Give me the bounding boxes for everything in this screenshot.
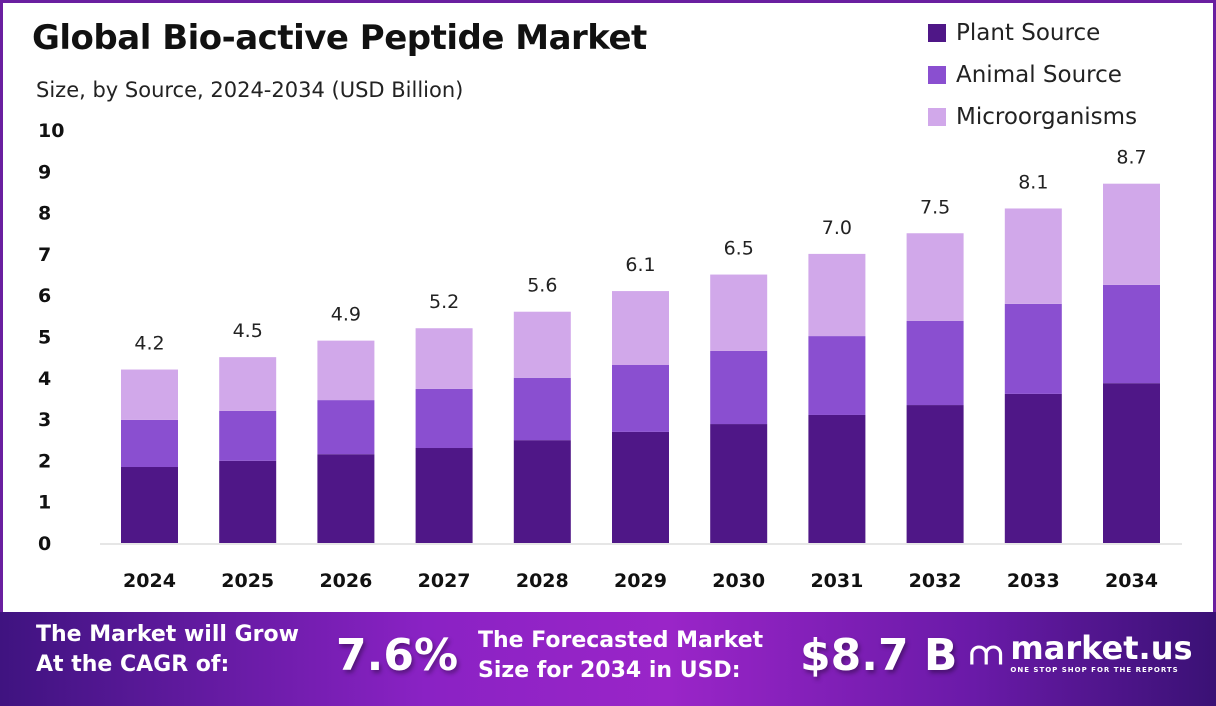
- bar-segment-microorganisms: [415, 328, 473, 389]
- legend-item-plant: Plant Source: [928, 12, 1137, 54]
- legend-label: Microorganisms: [956, 104, 1138, 130]
- bar-segment-animal-source: [1004, 303, 1062, 394]
- y-tick-label: 10: [38, 120, 64, 142]
- bar-segment-microorganisms: [317, 340, 375, 401]
- y-tick-label: 6: [38, 285, 51, 307]
- logo-name: market.us: [1010, 629, 1193, 667]
- x-tick-label: 2031: [810, 570, 863, 592]
- y-tick-label: 0: [38, 533, 51, 555]
- total-label: 4.5: [233, 320, 263, 342]
- legend-item-micro: Microorganisms: [928, 96, 1137, 138]
- total-label: 6.5: [724, 238, 754, 260]
- bar-segment-animal-source: [808, 336, 866, 415]
- bar-segment-microorganisms: [513, 311, 571, 378]
- bar-segment-animal-source: [710, 350, 768, 425]
- y-tick-label: 4: [38, 368, 51, 390]
- y-tick-label: 8: [38, 203, 51, 225]
- chart-frame: [0, 0, 1216, 612]
- y-tick-label: 5: [38, 327, 51, 349]
- y-tick-label: 7: [38, 244, 51, 266]
- bar-segment-plant-source: [808, 414, 866, 543]
- x-tick-label: 2025: [221, 570, 274, 592]
- bar-segment-plant-source: [612, 431, 669, 543]
- x-tick-label: 2027: [418, 570, 471, 592]
- legend-swatch: [928, 66, 946, 84]
- logo-tagline: ONE STOP SHOP FOR THE REPORTS: [1010, 666, 1179, 674]
- bar-segment-animal-source: [415, 388, 473, 449]
- forecast-label-line: The Forecasted Market: [478, 628, 764, 653]
- y-tick-label: 3: [38, 409, 51, 431]
- bar-segment-animal-source: [219, 410, 277, 461]
- y-tick-label: 2: [38, 450, 51, 472]
- forecast-label: The Forecasted Market Size for 2034 in US…: [478, 626, 763, 686]
- bar-segment-microorganisms: [710, 274, 768, 351]
- legend-label: Animal Source: [956, 62, 1122, 88]
- bar-segment-microorganisms: [906, 233, 964, 321]
- y-tick-label: 1: [38, 492, 51, 514]
- cagr-value: 7.6%: [336, 630, 459, 681]
- total-label: 8.1: [1018, 171, 1048, 193]
- cagr-label: The Market will Grow At the CAGR of:: [36, 620, 299, 680]
- x-tick-label: 2030: [712, 570, 765, 592]
- x-tick-label: 2024: [123, 570, 176, 592]
- total-label: 5.2: [429, 291, 459, 313]
- total-label: 4.2: [134, 333, 164, 355]
- x-tick-label: 2026: [319, 570, 372, 592]
- forecast-label-line: Size for 2034 in USD:: [478, 658, 741, 683]
- bar-segment-plant-source: [415, 448, 473, 543]
- bar-segment-animal-source: [513, 377, 571, 441]
- bar-segment-animal-source: [612, 364, 669, 432]
- total-label: 7.0: [822, 217, 852, 239]
- bar-segment-microorganisms: [219, 357, 277, 411]
- bar-segment-plant-source: [317, 454, 375, 543]
- y-tick-label: 9: [38, 161, 51, 183]
- x-tick-label: 2034: [1105, 570, 1158, 592]
- bar-segment-microorganisms: [1004, 208, 1062, 304]
- total-label: 4.9: [331, 304, 361, 326]
- bar-segment-plant-source: [906, 405, 964, 543]
- bar-segment-plant-source: [1103, 383, 1160, 543]
- legend: Plant Source Animal Source Microorganism…: [928, 12, 1137, 138]
- total-label: 7.5: [920, 196, 950, 218]
- legend-swatch: [928, 108, 946, 126]
- bar-segment-animal-source: [317, 400, 375, 455]
- legend-item-animal: Animal Source: [928, 54, 1137, 96]
- x-tick-label: 2028: [516, 570, 569, 592]
- bar-segment-animal-source: [1103, 284, 1160, 384]
- legend-label: Plant Source: [956, 20, 1101, 46]
- bar-segment-microorganisms: [612, 291, 669, 365]
- logo-mark-icon: ⩋: [970, 633, 1003, 672]
- cagr-label-line: The Market will Grow: [36, 622, 299, 647]
- bar-segment-animal-source: [906, 320, 964, 406]
- market-us-logo: ⩋ market.us ONE STOP SHOP FOR THE REPORTS: [970, 632, 1193, 674]
- x-tick-label: 2033: [1007, 570, 1060, 592]
- bar-segment-plant-source: [121, 467, 178, 543]
- cagr-label-line: At the CAGR of:: [36, 652, 230, 677]
- bar-segment-microorganisms: [808, 253, 866, 337]
- chart-title: Global Bio-active Peptide Market: [32, 18, 647, 58]
- chart-subtitle: Size, by Source, 2024-2034 (USD Billion): [36, 78, 464, 102]
- forecast-value: $8.7 B: [800, 630, 958, 681]
- x-tick-label: 2032: [909, 570, 962, 592]
- total-label: 5.6: [527, 275, 557, 297]
- bar-segment-plant-source: [1004, 393, 1062, 543]
- legend-swatch: [928, 24, 946, 42]
- total-label: 8.7: [1116, 147, 1146, 169]
- chart-plot: 0 1 2 3 4 5 6 7 8 9 10 4.2 2024 4.5 2025 4.9 2026 5.2 2027…: [38, 120, 1182, 592]
- bar-segment-plant-source: [219, 460, 277, 543]
- total-label: 6.1: [625, 254, 655, 276]
- bar-segment-microorganisms: [121, 369, 178, 420]
- bar-segment-plant-source: [710, 424, 768, 543]
- bar-segment-plant-source: [513, 440, 571, 543]
- bar-segment-animal-source: [121, 419, 178, 468]
- footer-banner: The Market will Grow At the CAGR of: 7.6%…: [0, 612, 1216, 706]
- x-tick-label: 2029: [614, 570, 667, 592]
- bar-segment-microorganisms: [1103, 183, 1160, 285]
